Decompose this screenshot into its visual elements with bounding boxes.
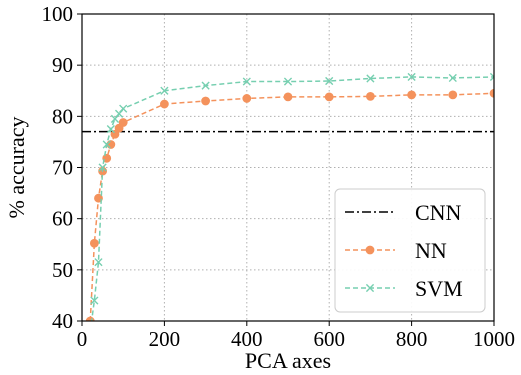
data-point-svm <box>201 81 210 90</box>
data-point-svm-stroke <box>242 77 251 86</box>
data-point-svm-stroke <box>87 328 94 335</box>
y-tick-label: 100 <box>42 2 74 26</box>
ticks: 0 200 400 600 800 1000 40 50 60 70 80 90 100 <box>42 2 516 351</box>
legend-label-cnn: CNN <box>415 200 462 225</box>
data-point-svm-stroke <box>94 258 103 267</box>
legend-box <box>334 188 486 313</box>
data-point-nn <box>407 90 417 100</box>
x-tick-label: 1000 <box>473 327 515 351</box>
data-point-svm <box>407 72 416 82</box>
data-point-svm-stroke <box>119 104 128 113</box>
legend-label-svm: SVM <box>415 276 463 301</box>
data-point-nn <box>110 129 120 139</box>
data-point-svm <box>325 76 334 86</box>
data-point-svm <box>98 163 107 172</box>
data-point-nn <box>489 88 494 98</box>
y-tick-label: 50 <box>52 258 73 282</box>
data-point-svm <box>160 86 169 95</box>
data-point-svm <box>242 77 251 86</box>
data-point-nn <box>159 99 169 109</box>
legend: CNN NN SVM <box>334 188 486 313</box>
series-svm-line <box>90 76 494 321</box>
data-point-svm <box>110 114 120 123</box>
y-tick-label: 70 <box>52 156 73 180</box>
legend-item-svm: SVM <box>345 276 463 301</box>
series-layer <box>82 72 494 335</box>
data-point-svm <box>283 77 293 86</box>
data-point-svm-stroke <box>90 296 99 305</box>
data-point-nn <box>242 94 252 103</box>
data-point-svm <box>114 109 124 118</box>
data-point-svm <box>119 104 128 113</box>
y-tick-label: 60 <box>52 207 73 231</box>
legend-marker-svm <box>365 283 375 293</box>
data-point-svm-stroke <box>106 125 115 134</box>
legend-label-nn: NN <box>415 238 447 263</box>
data-point-svm <box>90 296 99 305</box>
legend-item-nn: NN <box>345 238 447 263</box>
legend-marker-nn <box>365 245 375 255</box>
data-point-svm-stroke <box>489 75 494 82</box>
y-tick-label: 40 <box>52 309 73 333</box>
data-point-svm <box>489 72 494 82</box>
data-point-svm-stroke <box>160 86 169 95</box>
data-point-svm-stroke <box>98 163 107 172</box>
data-point-svm <box>448 73 457 83</box>
data-point-nn <box>283 92 293 102</box>
data-point-svm-stroke <box>489 72 494 78</box>
y-tick-label: 80 <box>52 104 73 128</box>
data-point-svm <box>87 328 94 335</box>
data-point-nn <box>89 238 99 248</box>
y-tick-label: 90 <box>52 53 73 77</box>
data-point-svm-stroke <box>102 140 111 149</box>
series-svm <box>87 72 494 335</box>
legend-items: CNN NN SVM <box>345 200 463 301</box>
data-point-svm <box>94 258 103 267</box>
data-point-svm <box>366 74 375 83</box>
y-axis-label: % accuracy <box>4 117 29 219</box>
x-tick-label: 600 <box>313 327 345 351</box>
data-point-svm-stroke <box>87 328 94 335</box>
data-point-nn <box>448 90 458 100</box>
data-point-svm-stroke <box>325 76 334 86</box>
data-point-svm-stroke <box>407 72 416 82</box>
x-axis-label: PCA axes <box>245 348 331 373</box>
data-point-nn <box>365 91 375 101</box>
data-point-svm-stroke <box>201 81 210 90</box>
data-point-nn <box>102 153 112 163</box>
data-point-nn <box>106 140 116 149</box>
data-point-nn <box>118 118 128 127</box>
data-point-svm-stroke <box>283 77 293 86</box>
x-tick-label: 200 <box>149 327 181 351</box>
x-tick-label: 400 <box>231 327 263 351</box>
legend-item-cnn: CNN <box>345 200 462 225</box>
data-point-nn <box>201 96 211 106</box>
x-tick-label: 800 <box>396 327 428 351</box>
data-point-svm-stroke <box>110 114 120 123</box>
data-point-svm <box>106 125 115 134</box>
data-point-svm-stroke <box>114 109 124 118</box>
data-point-svm <box>102 140 111 149</box>
x-tick-label: 0 <box>77 327 88 351</box>
legend-marker-svm-stroke <box>365 283 375 293</box>
data-point-nn <box>324 92 334 102</box>
data-point-svm-stroke <box>366 74 375 83</box>
data-point-svm-stroke <box>448 73 457 83</box>
